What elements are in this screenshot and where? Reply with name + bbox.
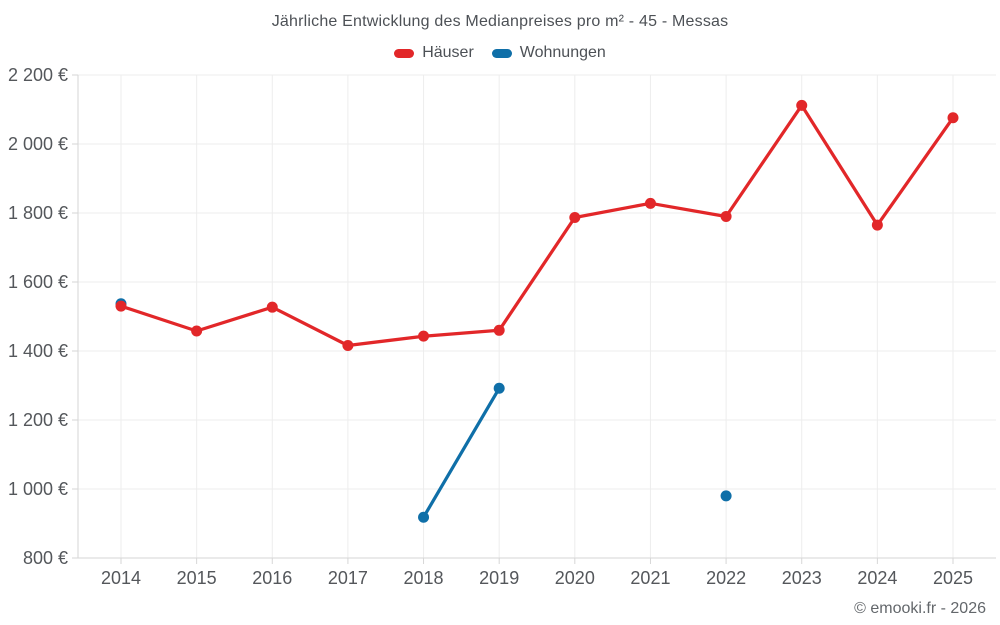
legend-swatch-wohnungen bbox=[491, 48, 512, 58]
x-axis-label: 2017 bbox=[328, 568, 368, 588]
series-line-hauser bbox=[119, 103, 955, 348]
x-axis-label: 2015 bbox=[177, 568, 217, 588]
y-axis-label: 2 000 € bbox=[8, 134, 68, 154]
legend-swatch-hauser bbox=[394, 48, 415, 58]
x-axis-label: 2018 bbox=[404, 568, 444, 588]
x-axis-label: 2016 bbox=[252, 568, 292, 588]
data-point-hauser-2021[interactable] bbox=[644, 197, 656, 209]
chart-title: Jährliche Entwicklung des Medianpreises … bbox=[271, 13, 729, 30]
y-axis-label: 1 600 € bbox=[8, 272, 68, 292]
data-point-wohnungen-2022[interactable] bbox=[720, 490, 732, 502]
legend-label-hauser: Häuser bbox=[422, 44, 474, 61]
data-point-hauser-2014[interactable] bbox=[115, 300, 127, 312]
data-point-hauser-2025[interactable] bbox=[947, 112, 959, 124]
y-axis-label: 1 000 € bbox=[8, 479, 68, 499]
x-axis-label: 2021 bbox=[630, 568, 670, 588]
data-point-hauser-2023[interactable] bbox=[796, 99, 808, 111]
data-point-hauser-2015[interactable] bbox=[191, 325, 203, 337]
data-point-hauser-2024[interactable] bbox=[871, 219, 883, 231]
legend-label-wohnungen: Wohnungen bbox=[519, 44, 606, 61]
data-point-hauser-2019[interactable] bbox=[493, 324, 505, 336]
x-axis-label: 2023 bbox=[782, 568, 822, 588]
data-point-hauser-2022[interactable] bbox=[720, 210, 732, 222]
x-axis-label: 2022 bbox=[706, 568, 746, 588]
data-point-wohnungen-2018[interactable] bbox=[418, 511, 430, 523]
data-point-hauser-2020[interactable] bbox=[569, 211, 581, 223]
chart-legend: Häuser Wohnungen bbox=[0, 44, 1000, 62]
x-axis-label: 2024 bbox=[857, 568, 897, 588]
data-point-hauser-2018[interactable] bbox=[418, 330, 430, 342]
y-axis-label: 1 200 € bbox=[8, 410, 68, 430]
x-axis-label: 2014 bbox=[101, 568, 141, 588]
data-point-hauser-2017[interactable] bbox=[342, 339, 354, 351]
data-point-hauser-2016[interactable] bbox=[266, 301, 278, 313]
legend-item-hauser[interactable]: Häuser bbox=[394, 44, 474, 62]
y-axis-label: 1 800 € bbox=[8, 203, 68, 223]
x-axis-label: 2020 bbox=[555, 568, 595, 588]
legend-item-wohnungen[interactable]: Wohnungen bbox=[491, 44, 606, 62]
footer-credit: © emooki.fr - 2026 bbox=[854, 600, 986, 617]
data-point-wohnungen-2019[interactable] bbox=[493, 382, 505, 394]
x-axis-label: 2019 bbox=[479, 568, 519, 588]
x-axis-label: 2025 bbox=[933, 568, 973, 588]
y-axis-label: 800 € bbox=[23, 548, 68, 568]
y-axis-label: 2 200 € bbox=[8, 65, 68, 85]
y-axis-label: 1 400 € bbox=[8, 341, 68, 361]
